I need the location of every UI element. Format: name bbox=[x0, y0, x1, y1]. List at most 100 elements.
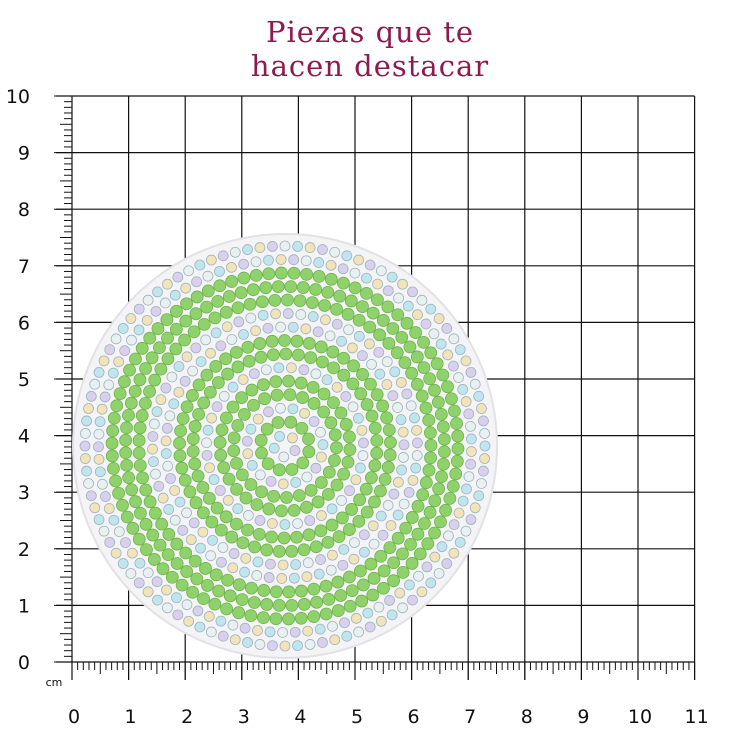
crystal bbox=[104, 344, 116, 356]
crystal bbox=[407, 286, 418, 298]
pearl bbox=[205, 515, 219, 529]
crystal bbox=[177, 524, 189, 536]
pearl bbox=[337, 368, 351, 382]
pearl bbox=[296, 281, 310, 294]
pearl bbox=[304, 483, 318, 497]
crystal bbox=[270, 308, 282, 320]
pearl bbox=[439, 503, 453, 517]
pearl bbox=[450, 454, 464, 468]
pearl bbox=[188, 457, 202, 471]
pearl bbox=[107, 411, 121, 425]
crystal bbox=[241, 435, 253, 447]
crystal bbox=[257, 309, 269, 321]
pearl bbox=[381, 460, 395, 474]
pearl bbox=[255, 485, 268, 499]
crystal bbox=[239, 622, 251, 634]
pearl bbox=[219, 411, 233, 425]
pearl bbox=[382, 336, 396, 350]
crystal bbox=[394, 587, 406, 599]
pearl bbox=[449, 467, 463, 481]
pearl bbox=[261, 457, 275, 471]
crystal bbox=[401, 388, 413, 400]
crystal bbox=[214, 265, 225, 277]
crystal bbox=[279, 519, 291, 530]
pearl bbox=[317, 387, 331, 401]
crystal bbox=[227, 381, 239, 393]
pearl bbox=[155, 517, 169, 531]
pearl bbox=[253, 337, 267, 350]
crystal bbox=[469, 502, 481, 514]
pearl bbox=[368, 421, 382, 435]
pearl bbox=[176, 412, 190, 426]
crystal bbox=[325, 564, 337, 576]
crystal bbox=[227, 619, 239, 631]
crystal bbox=[237, 374, 249, 385]
pearl bbox=[169, 342, 183, 356]
crystal bbox=[203, 611, 215, 622]
pearl bbox=[284, 415, 298, 429]
crystal bbox=[215, 615, 227, 627]
pearl bbox=[434, 515, 447, 529]
pearl bbox=[398, 356, 412, 370]
pearl bbox=[257, 584, 271, 597]
pearl bbox=[370, 446, 384, 460]
pearl bbox=[230, 345, 243, 359]
pearl bbox=[295, 421, 309, 435]
crystal bbox=[263, 572, 275, 583]
crystal bbox=[226, 261, 237, 273]
pearl bbox=[384, 436, 397, 449]
pearl bbox=[241, 340, 255, 354]
pearl bbox=[226, 400, 240, 414]
crystal bbox=[120, 537, 131, 549]
crystal bbox=[110, 547, 122, 559]
crystal bbox=[465, 514, 477, 526]
pearl bbox=[416, 488, 430, 501]
crystal bbox=[327, 620, 338, 632]
crystal bbox=[160, 448, 172, 459]
pearl bbox=[400, 316, 414, 330]
crystal bbox=[159, 297, 171, 309]
crystal bbox=[461, 483, 472, 495]
crystal bbox=[79, 453, 91, 464]
crystal bbox=[221, 321, 233, 333]
crystal bbox=[169, 289, 181, 301]
crystal bbox=[476, 478, 487, 489]
pearl bbox=[396, 547, 409, 561]
pearl bbox=[450, 417, 463, 430]
pearl bbox=[417, 336, 430, 349]
pearl bbox=[235, 468, 249, 482]
pearl bbox=[367, 571, 381, 585]
pearl bbox=[370, 388, 384, 402]
crystal bbox=[287, 321, 299, 333]
y-label: 4 bbox=[18, 426, 30, 448]
pearl bbox=[437, 445, 451, 459]
crystal bbox=[217, 250, 229, 262]
crystal bbox=[364, 621, 376, 633]
pearl bbox=[356, 578, 370, 592]
crystal bbox=[448, 519, 460, 531]
crystal bbox=[307, 311, 319, 322]
pearl bbox=[354, 387, 368, 401]
pearl bbox=[119, 433, 133, 447]
y-label: 3 bbox=[18, 482, 30, 504]
pearl bbox=[396, 565, 410, 579]
pearl bbox=[336, 276, 350, 290]
pearl bbox=[370, 434, 384, 448]
pearl bbox=[334, 406, 348, 420]
pearl bbox=[334, 589, 348, 602]
crystal bbox=[245, 312, 257, 324]
crystal bbox=[205, 626, 217, 638]
pearl bbox=[374, 549, 388, 563]
pearl bbox=[214, 448, 228, 462]
pearl bbox=[200, 368, 214, 382]
pearl bbox=[105, 449, 119, 463]
crystal bbox=[382, 499, 394, 511]
crystal bbox=[460, 355, 472, 367]
pearl bbox=[387, 574, 400, 588]
crystal bbox=[201, 449, 213, 461]
pearl bbox=[280, 491, 293, 504]
crystal bbox=[204, 462, 215, 474]
pearl bbox=[191, 469, 205, 483]
pearl bbox=[212, 584, 226, 598]
